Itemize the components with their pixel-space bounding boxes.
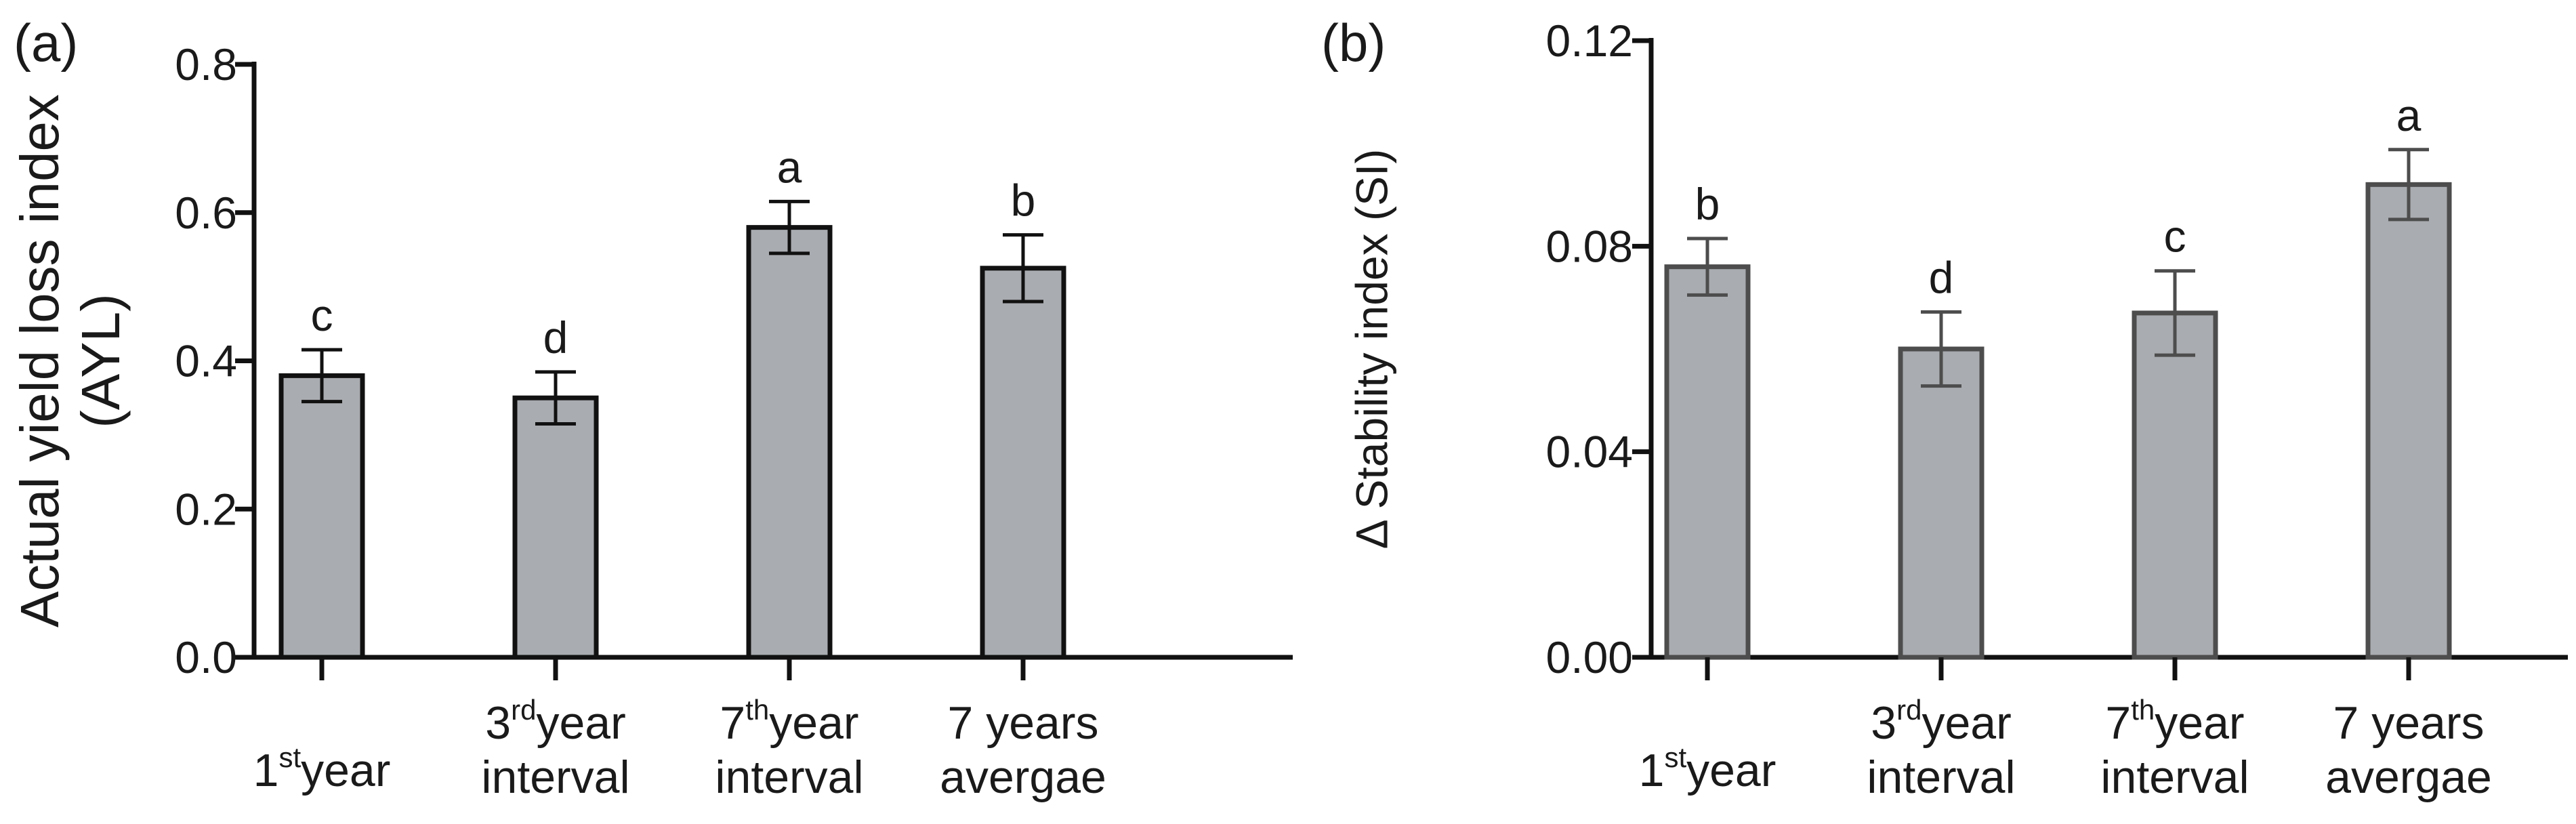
x-category-label-text: year — [769, 697, 858, 749]
x-category-label-superscript: st — [278, 741, 301, 773]
x-category-label: 7 years — [948, 697, 1099, 749]
bar — [1898, 346, 1985, 660]
x-category-label-text: 1 — [1639, 745, 1665, 796]
y-tick-label: 0.4 — [175, 336, 237, 386]
bar — [2365, 182, 2452, 660]
x-category-label-text: 7 years — [2333, 697, 2485, 749]
x-category-label-superscript: st — [1664, 741, 1686, 773]
y-tick-label: 0.2 — [175, 484, 237, 534]
x-category-label: interval — [715, 751, 863, 803]
x-category-label-text: interval — [715, 751, 863, 803]
bar — [512, 395, 599, 660]
x-category-label-text: interval — [481, 751, 629, 803]
significance-letter: c — [2164, 211, 2186, 262]
bar — [980, 266, 1066, 660]
x-category-label-text: interval — [1867, 751, 2015, 803]
y-axis-label: Actual yield loss index — [9, 94, 70, 627]
x-category-label: interval — [2100, 751, 2249, 803]
x-category-label-text: 7 — [2105, 697, 2131, 749]
x-category-label-text: year — [536, 697, 625, 749]
panel-label: (b) — [1321, 13, 1386, 73]
x-category-label-superscript: th — [2131, 694, 2155, 726]
significance-letter: b — [1011, 176, 1036, 226]
x-category-label-text: 7 years — [948, 697, 1099, 749]
x-category-label-text: 3 — [485, 697, 511, 749]
bar — [1664, 264, 1751, 660]
y-tick-label: 0.08 — [1546, 221, 1633, 271]
bar — [278, 373, 365, 660]
x-category-label-text: year — [301, 745, 390, 796]
x-category-label-text: year — [2155, 697, 2244, 749]
x-category-label: 7thyear — [720, 694, 858, 749]
x-category-label: 1styear — [253, 741, 391, 796]
x-category-label: avergae — [940, 751, 1106, 803]
x-category-label-text: year — [1686, 745, 1776, 796]
x-category-label-superscript: rd — [1896, 694, 1921, 726]
x-category-label-text: year — [1921, 697, 2011, 749]
y-tick-label: 0.8 — [175, 39, 237, 89]
x-category-label: avergae — [2325, 751, 2492, 803]
x-category-label-superscript: th — [745, 694, 769, 726]
significance-letter: a — [2396, 90, 2422, 140]
y-tick-label: 0.12 — [1546, 16, 1633, 66]
bar — [2132, 310, 2218, 660]
y-axis-label: Δ Stability index (SI) — [1346, 149, 1396, 550]
significance-letter: d — [1929, 252, 1954, 302]
x-category-label: 1styear — [1639, 741, 1777, 796]
x-category-label-text: avergae — [940, 751, 1106, 803]
chart-panel-a: (a) 0.0 0.2 0.4 0.6 0.8 Actual yield loss inde… — [9, 13, 1293, 803]
significance-letter: b — [1695, 179, 1720, 229]
x-category-label-text: avergae — [2325, 751, 2492, 803]
y-tick-label: 0.6 — [175, 188, 237, 238]
x-category-label-text: 1 — [253, 745, 279, 796]
x-category-label: 3rdyear — [485, 694, 625, 749]
x-category-label: interval — [481, 751, 629, 803]
y-axis-label: (AYL) — [70, 293, 131, 428]
panel-label: (a) — [14, 13, 78, 73]
x-category-label-text: 7 — [720, 697, 745, 749]
y-tick-label: 0.00 — [1546, 632, 1633, 682]
significance-letter: c — [311, 290, 333, 340]
bar — [746, 225, 833, 660]
x-category-label-text: interval — [2100, 751, 2249, 803]
x-category-label: 7thyear — [2105, 694, 2244, 749]
x-category-label-text: 3 — [1871, 697, 1896, 749]
y-tick-label: 0.04 — [1546, 427, 1633, 477]
x-category-label: 7 years — [2333, 697, 2485, 749]
significance-letter: a — [777, 142, 802, 192]
x-category-label: 3rdyear — [1871, 694, 2011, 749]
y-tick-label: 0.0 — [175, 632, 237, 682]
x-category-label: interval — [1867, 751, 2015, 803]
significance-letter: d — [543, 312, 568, 363]
x-category-label-superscript: rd — [511, 694, 536, 726]
chart-panel-b: (b) 0.00 0.04 0.08 0.12 Δ Stability index (SI… — [1321, 13, 2568, 803]
